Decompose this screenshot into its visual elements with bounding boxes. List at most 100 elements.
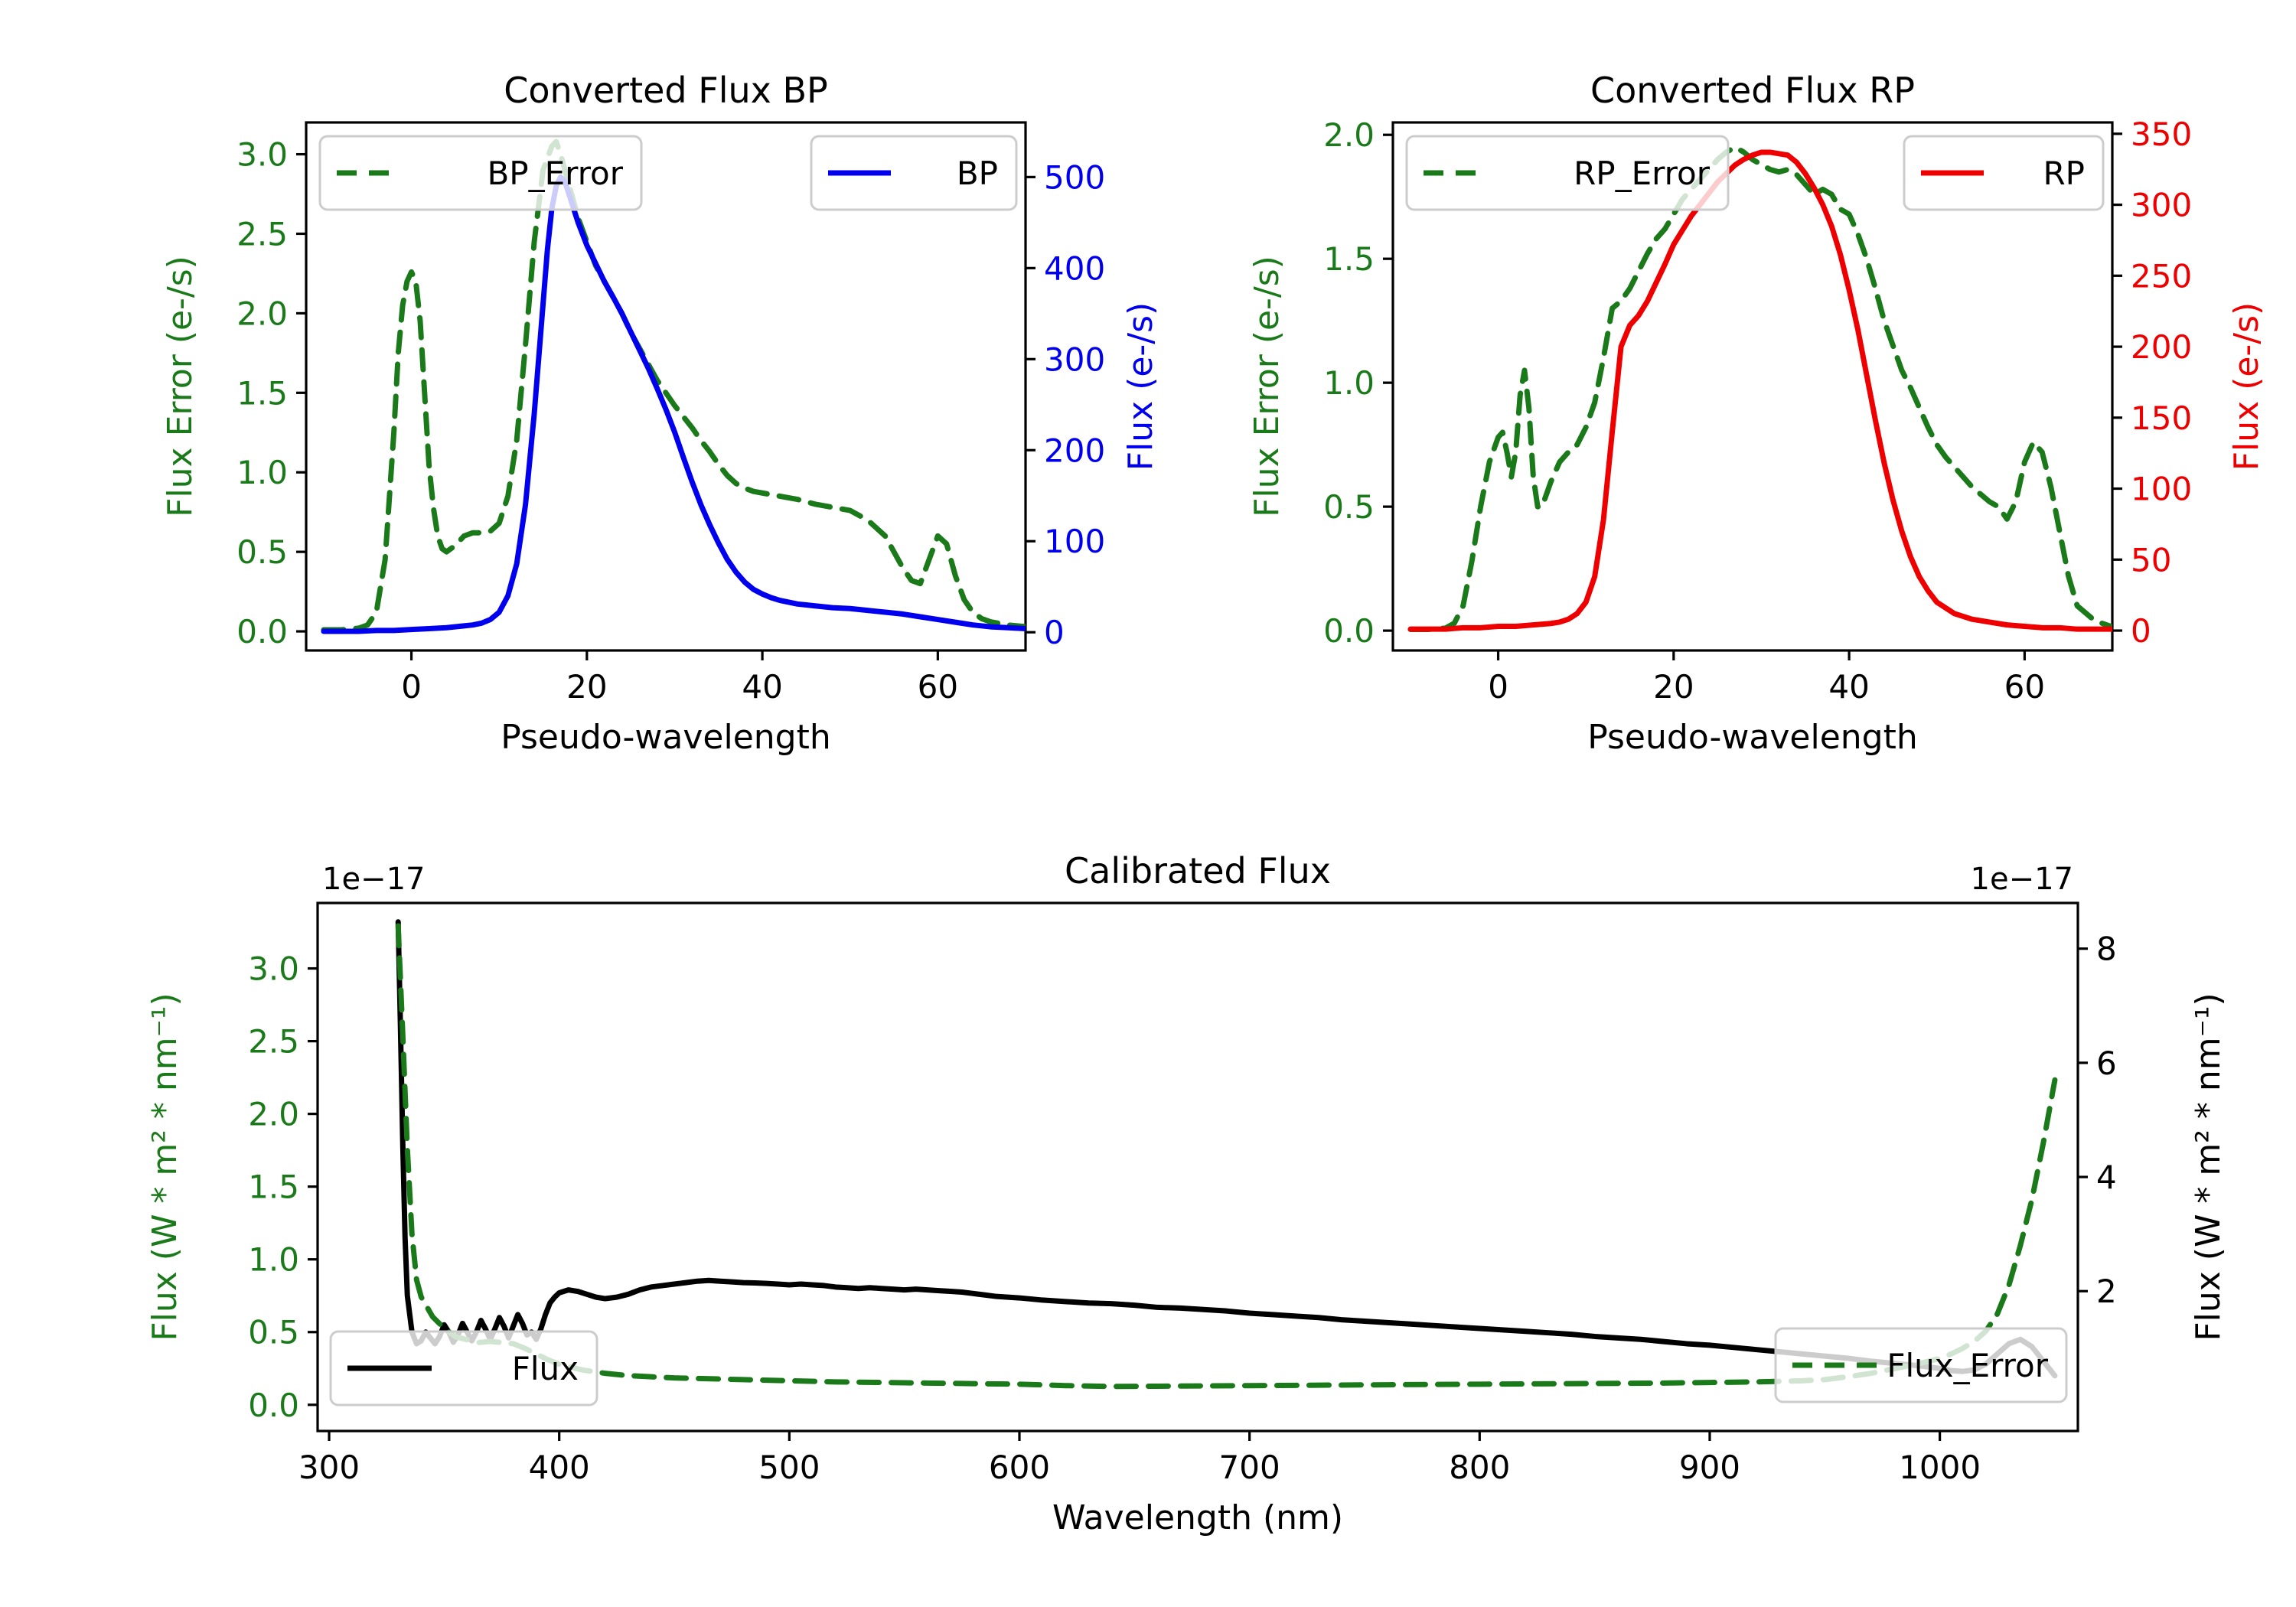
x-tick-label: 1000 (1899, 1449, 1981, 1486)
bp-legend-error-label: BP_Error (487, 155, 623, 192)
y-tick-label-right: 8 (2096, 931, 2117, 968)
rp-legend-flux[interactable]: RP (1903, 135, 2105, 211)
y-axis-label-right: Flux (e-/s) (2227, 302, 2266, 471)
y-tick-label-right: 500 (1044, 158, 1105, 196)
y-tick-label-left: 1.0 (1323, 364, 1375, 402)
y-tick-label-left: 1.0 (248, 1241, 299, 1279)
y-tick-label-right: 150 (2131, 399, 2192, 437)
y-tick-label-left: 3.0 (248, 950, 299, 988)
x-axis-label: Wavelength (nm) (1052, 1498, 1343, 1537)
y-tick-label-right: 100 (1044, 523, 1105, 560)
y-tick-label-left: 0.0 (1323, 612, 1375, 650)
y-tick-label-right: 0 (2131, 612, 2151, 650)
y-tick-label-left: 2.0 (236, 295, 288, 332)
x-tick-label: 300 (298, 1449, 360, 1486)
y-tick-label-right: 200 (1044, 432, 1105, 469)
y-tick-label-left: 2.5 (248, 1023, 299, 1061)
x-tick-label: 40 (742, 668, 782, 706)
chart-title: Converted Flux BP (504, 70, 828, 111)
bp-legend-error-box (318, 135, 643, 211)
y-tick-label-left: 2.0 (248, 1096, 299, 1133)
y-tick-label-left: 3.0 (236, 136, 288, 174)
panel-converted-flux-bp: Converted Flux BP 0 20 40 60 Pseudo-wavelengt… (153, 69, 1160, 842)
rp-legend-flux-box (1903, 135, 2105, 211)
y-tick-label-right: 400 (1044, 249, 1105, 287)
y-tick-label-right: 100 (2131, 471, 2192, 508)
y-tick-label-right: 2 (2096, 1273, 2117, 1310)
y-tick-label-left: 2.0 (1323, 116, 1375, 154)
series-line-flux (395, 919, 2058, 1379)
x-tick-label: 600 (989, 1449, 1050, 1486)
y-tick-label-right: 300 (2131, 187, 2192, 224)
y-axis-label-left: Flux Error (e-/s) (1247, 256, 1287, 517)
y-tick-label-left: 1.5 (248, 1169, 299, 1206)
y-tick-label-right: 350 (2131, 116, 2192, 153)
bp-legend-flux-box (810, 135, 1018, 211)
y-axis-label-right: Flux (e-/s) (1121, 302, 1160, 471)
calibrated-legend-error-box (329, 1330, 598, 1407)
offset-text-right: 1e−17 (1971, 862, 2073, 897)
rp-legend-error-box (1405, 135, 1730, 211)
series-line-rp (1407, 149, 2112, 632)
x-axis-label: Pseudo-wavelength (1587, 718, 1918, 757)
x-tick-label: 500 (758, 1449, 820, 1486)
rp-legend-flux-label: RP (2043, 155, 2085, 192)
y-tick-label-left: 0.5 (248, 1314, 299, 1351)
x-tick-label: 800 (1449, 1449, 1510, 1486)
y-tick-label-left: 0.5 (236, 533, 288, 571)
x-tick-label: 400 (529, 1449, 590, 1486)
plot-frame (305, 121, 1027, 652)
y-axis-label-left: Flux Error (e-/s) (161, 256, 200, 517)
y-tick-label-left: 1.5 (1323, 240, 1375, 278)
data-series-group (395, 919, 2058, 1390)
series-line-bp (321, 174, 1026, 634)
plot-frame (1391, 121, 2114, 652)
bp-chart-svg: Converted Flux BP 0 20 40 60 Pseudo-wavelengt… (161, 70, 1160, 757)
x-tick-label: 20 (566, 668, 607, 706)
x-tick-label: 20 (1653, 668, 1694, 706)
offset-text-left: 1e−17 (322, 862, 425, 897)
series-line-bp_error (321, 139, 1026, 633)
y-axis-label-left: Flux (W * m² * nm⁻¹) (145, 993, 184, 1341)
calibrated-legend-error[interactable]: Flux (329, 1330, 598, 1407)
y-tick-label-right: 300 (1044, 341, 1105, 378)
plot-frame (316, 901, 2079, 1433)
y-tick-label-right: 200 (2131, 328, 2192, 366)
y-tick-label-right: 4 (2096, 1159, 2117, 1196)
chart-title: Calibrated Flux (1065, 850, 1331, 892)
x-tick-label: 60 (918, 668, 958, 706)
y-tick-label-left: 1.0 (236, 454, 288, 491)
rp-chart-svg: Converted Flux RP 0 20 40 60 Pseudo-wavelengt… (1247, 70, 2266, 757)
y-tick-label-left: 1.5 (236, 374, 288, 412)
y-tick-label-right: 250 (2131, 257, 2192, 295)
y-tick-label-right: 6 (2096, 1045, 2117, 1082)
x-tick-label: 700 (1219, 1449, 1280, 1486)
bp-legend-flux-label: BP (957, 155, 998, 192)
rp-legend-error-label: RP_Error (1574, 155, 1711, 192)
y-tick-label-right: 0 (1044, 614, 1065, 651)
x-axis-label: Pseudo-wavelength (501, 718, 831, 757)
calibrated-chart-svg: Calibrated Flux 300 400 500 600 700 800 900 1000… (145, 850, 2228, 1537)
y-tick-label-left: 0.5 (1323, 488, 1375, 526)
data-series-group (1407, 144, 2112, 632)
chart-title: Converted Flux RP (1590, 70, 1915, 111)
y-tick-label-left: 2.5 (236, 215, 288, 253)
calibrated-legend-flux[interactable]: Flux_Error (1774, 1327, 2068, 1403)
x-tick-label: 40 (1828, 668, 1869, 706)
bp-legend-error[interactable]: BP_Error (318, 135, 643, 211)
series-line-flux_error (395, 923, 2058, 1390)
data-series-group (321, 139, 1026, 634)
y-tick-label-left: 0.0 (236, 613, 288, 650)
y-tick-label-right: 50 (2131, 541, 2171, 579)
panel-calibrated-flux: Calibrated Flux 300 400 500 600 700 800 900 1000… (145, 842, 2228, 1576)
y-tick-label-left: 0.0 (248, 1387, 299, 1424)
panel-converted-flux-rp: Converted Flux RP 0 20 40 60 Pseudo-wavelengt… (1240, 69, 2266, 842)
y-axis-label-right: Flux (W * m² * nm⁻¹) (2189, 993, 2228, 1341)
calibrated-legend-flux-box (1774, 1327, 2068, 1403)
rp-legend-error[interactable]: RP_Error (1405, 135, 1730, 211)
x-tick-label: 0 (1488, 668, 1508, 706)
x-tick-label: 0 (401, 668, 422, 706)
bp-legend-flux[interactable]: BP (810, 135, 1018, 211)
calibrated-legend-error-label: Flux (512, 1350, 579, 1387)
